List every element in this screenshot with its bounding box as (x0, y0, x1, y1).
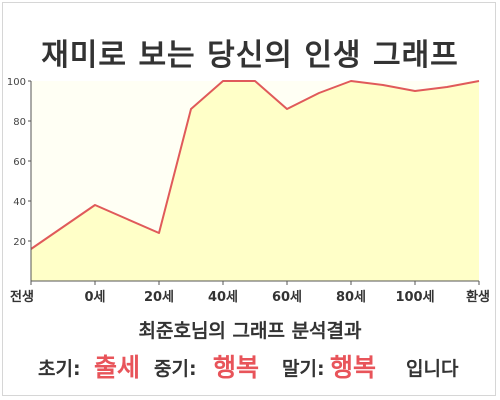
series-line (30, 80, 480, 250)
y-tick-label: 60 (13, 157, 26, 168)
life-graph-chart: 20 40 60 80 100 전생 0세 20세 40세 60세 80세 100세 환생 (7, 77, 490, 305)
y-tick-label: 20 (13, 237, 26, 248)
series-area (31, 81, 479, 281)
x-tick-label: 60세 (272, 290, 302, 305)
x-tick-label: 40세 (208, 290, 238, 305)
y-tick-label: 40 (13, 197, 26, 208)
y-tick-label: 100 (7, 77, 26, 88)
x-tick-label: 20세 (144, 290, 174, 305)
early-value: 출세 (94, 353, 141, 382)
late-value: 행복 (330, 353, 377, 382)
verdict-line: 초기: 출세 중기: 행복 말기: 행복 입니다 (0, 346, 500, 386)
x-tick-label: 전생 (10, 289, 34, 305)
late-label: 말기: (282, 358, 325, 380)
x-tick-label: 80세 (336, 290, 366, 305)
analysis-caption: 최준호님의 그래프 분석결과 (138, 320, 362, 342)
x-tick-label: 0세 (84, 290, 105, 305)
y-tick-label: 80 (13, 117, 26, 128)
early-label: 초기: (38, 358, 81, 380)
card-frame (2, 2, 496, 396)
chart-title: 재미로 보는 당신의 인생 그래프 (41, 38, 459, 73)
x-tick-label: 환생 (466, 289, 490, 305)
verdict-suffix: 입니다 (406, 358, 459, 380)
mid-label: 중기: (154, 358, 197, 380)
mid-value: 행복 (213, 353, 260, 382)
x-tick-label: 100세 (395, 290, 434, 305)
